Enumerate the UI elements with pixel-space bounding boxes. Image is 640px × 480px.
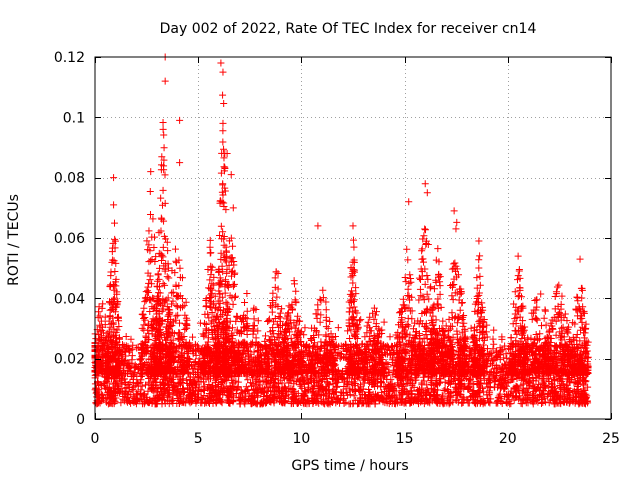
data-point	[219, 138, 226, 145]
data-point	[223, 244, 230, 251]
data-point	[301, 324, 308, 331]
data-point	[490, 327, 497, 334]
data-point	[207, 237, 214, 244]
data-point	[490, 341, 497, 348]
data-point	[143, 237, 150, 244]
data-point	[160, 244, 167, 251]
data-point	[103, 399, 110, 406]
data-point	[95, 308, 102, 315]
data-point	[217, 274, 224, 281]
data-point	[230, 301, 237, 308]
data-point	[115, 314, 122, 321]
data-point	[161, 144, 168, 151]
data-point	[237, 400, 244, 407]
data-point	[243, 290, 250, 297]
data-point	[221, 163, 228, 170]
data-point	[117, 399, 124, 406]
data-point	[222, 206, 229, 213]
data-point	[317, 338, 324, 345]
data-point	[111, 236, 118, 243]
data-point	[201, 320, 208, 327]
data-point	[107, 272, 114, 279]
data-point	[219, 228, 226, 235]
data-point	[219, 263, 226, 270]
data-point	[140, 321, 147, 328]
data-point	[145, 227, 152, 234]
data-point	[111, 220, 118, 227]
chart-title: Day 002 of 2022, Rate Of TEC Index for r…	[160, 21, 537, 37]
data-point	[207, 250, 214, 257]
data-point	[144, 284, 151, 291]
data-point	[223, 299, 230, 306]
data-point	[160, 119, 167, 126]
data-point	[220, 100, 227, 107]
data-point	[172, 246, 179, 253]
data-point	[220, 146, 227, 153]
data-point	[241, 299, 248, 306]
data-point	[230, 283, 237, 290]
data-point	[341, 400, 348, 407]
data-point	[147, 257, 154, 264]
data-points	[92, 54, 592, 408]
data-point	[155, 289, 162, 296]
data-point	[155, 270, 162, 277]
data-point	[102, 314, 109, 321]
data-point	[140, 305, 147, 312]
data-point	[165, 275, 172, 282]
data-point	[381, 319, 388, 326]
roti-scatter-chart: Day 002 of 2022, Rate Of TEC Index for r…	[0, 0, 640, 480]
data-point	[162, 171, 169, 178]
data-point	[487, 384, 494, 391]
data-point	[139, 325, 146, 332]
data-point	[99, 305, 106, 312]
data-point	[441, 387, 448, 394]
data-point	[160, 131, 167, 138]
data-point	[147, 188, 154, 195]
data-point	[158, 216, 165, 223]
data-point	[157, 195, 164, 202]
data-point	[189, 334, 196, 341]
data-point	[161, 282, 168, 289]
data-point	[219, 127, 226, 134]
data-point	[183, 321, 190, 328]
data-point	[218, 223, 225, 230]
data-point	[351, 392, 358, 399]
data-point	[176, 265, 183, 272]
data-point	[387, 333, 394, 340]
data-point	[164, 247, 171, 254]
data-point	[356, 387, 363, 394]
data-point	[229, 243, 236, 250]
data-point	[97, 313, 104, 320]
data-point	[156, 276, 163, 283]
data-point	[335, 324, 342, 331]
data-point	[219, 92, 226, 99]
data-point	[160, 187, 167, 194]
data-point	[98, 318, 105, 325]
data-point	[172, 258, 179, 265]
